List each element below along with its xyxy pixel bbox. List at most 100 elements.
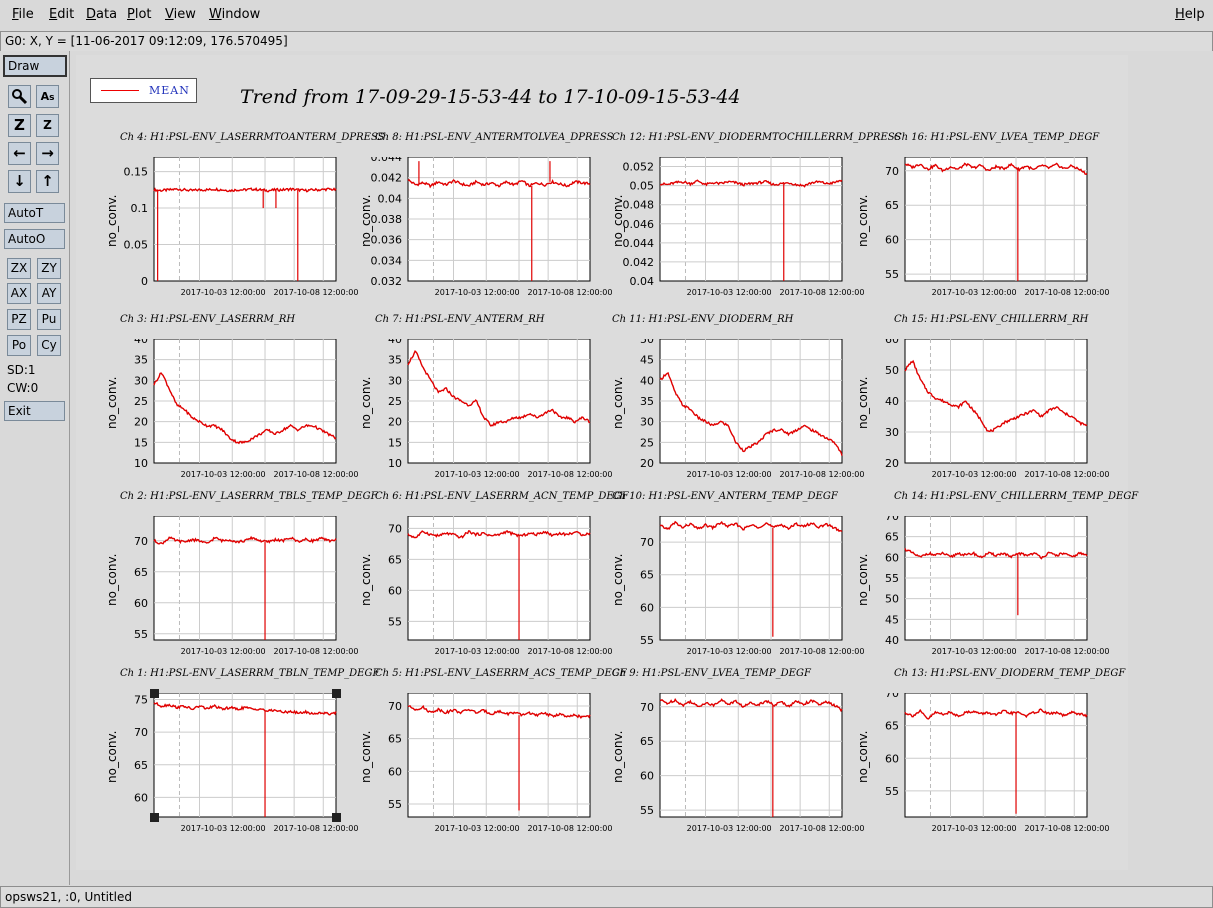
x-tick-label: 2017-10-08 12:00:00 bbox=[1024, 824, 1109, 833]
plot-title: Ch 4: H1:PSL-ENV_LASERRMTOANTERM_DPRESS bbox=[120, 132, 385, 143]
plot-title: Ch 2: H1:PSL-ENV_LASERRM_TBLS_TEMP_DEGF bbox=[120, 491, 378, 502]
selection-handle[interactable] bbox=[150, 689, 159, 698]
trend-plot[interactable]: 10 15 20 25 30 35 40 2017-10-03 12:00:00 2017-10… bbox=[370, 339, 622, 485]
x-tick-label: 2017-10-08 12:00:00 bbox=[527, 824, 612, 833]
autot-button[interactable]: AutoT bbox=[4, 203, 65, 223]
trend-plot[interactable]: 60 65 70 75 2017-10-03 12:00:00 2017-10-08 12… bbox=[116, 693, 368, 839]
trend-plot[interactable]: 20 25 30 35 40 45 50 2017-10-03 12:00:00 2017-10… bbox=[622, 339, 874, 485]
zoom-z-large-icon[interactable]: Z bbox=[8, 114, 31, 137]
y-tick-label: 25 bbox=[640, 436, 654, 449]
po-button[interactable]: Po bbox=[7, 335, 31, 356]
x-tick-label: 2017-10-03 12:00:00 bbox=[932, 288, 1017, 297]
y-tick-label: 35 bbox=[388, 354, 402, 367]
series-line-mean bbox=[407, 350, 591, 427]
pz-button[interactable]: PZ bbox=[7, 309, 31, 330]
plot-title: Ch 6: H1:PSL-ENV_LASERRM_ACN_TEMP_DEGF bbox=[375, 491, 629, 502]
magnifier-icon[interactable] bbox=[8, 85, 31, 108]
trend-plot[interactable]: 55 60 65 70 2017-10-03 12:00:00 2017-10-08 12… bbox=[370, 516, 622, 662]
y-tick-label: 55 bbox=[885, 785, 899, 798]
trend-plot[interactable]: 55 60 65 70 2017-10-03 12:00:00 2017-10-08 12… bbox=[116, 516, 368, 662]
pu-button[interactable]: Pu bbox=[37, 309, 61, 330]
trend-plot[interactable]: 20 30 40 50 60 2017-10-03 12:00:00 2017-10-08 … bbox=[867, 339, 1119, 485]
y-tick-label: 0.038 bbox=[371, 213, 403, 226]
coordinate-readout-bar: G0: X, Y = [11-06-2017 09:12:09, 176.570… bbox=[0, 31, 1213, 52]
autoo-button[interactable]: AutoO bbox=[4, 229, 65, 249]
y-tick-label: 45 bbox=[640, 354, 654, 367]
x-tick-label: 2017-10-03 12:00:00 bbox=[181, 647, 266, 656]
selection-handle[interactable] bbox=[150, 813, 159, 822]
x-tick-label: 2017-10-08 12:00:00 bbox=[1024, 470, 1109, 479]
y-tick-label: 65 bbox=[885, 720, 899, 733]
plot-title: Ch 7: H1:PSL-ENV_ANTERM_RH bbox=[375, 314, 545, 325]
y-tick-label: 70 bbox=[134, 535, 148, 548]
trend-plot[interactable]: 55 60 65 70 2017-10-03 12:00:00 2017-10-08 12… bbox=[622, 693, 874, 839]
series-line-mean bbox=[660, 179, 843, 188]
trend-plot[interactable]: 40 45 50 55 60 65 70 2017-10-03 12:00:00 2017-10… bbox=[867, 516, 1119, 662]
series-line-mean bbox=[659, 697, 843, 713]
zx-button[interactable]: ZX bbox=[7, 258, 31, 279]
trend-plot[interactable]: 0.032 0.034 0.036 0.038 0.04 0.042 0.044 2017-1… bbox=[370, 157, 622, 303]
plot-title: Ch 12: H1:PSL-ENV_DIODERMTOCHILLERRM_DPR… bbox=[612, 132, 902, 143]
menu-window[interactable]: Window bbox=[209, 7, 261, 22]
draw-button[interactable]: Draw bbox=[3, 55, 67, 77]
trend-plot[interactable]: 0.04 0.042 0.044 0.046 0.048 0.05 0.052 2017-10… bbox=[622, 157, 874, 303]
x-tick-label: 2017-10-03 12:00:00 bbox=[932, 470, 1017, 479]
trend-plot[interactable]: 10 15 20 25 30 35 40 2017-10-03 12:00:00 2017-10… bbox=[116, 339, 368, 485]
y-tick-label: 35 bbox=[134, 354, 148, 367]
y-tick-label: 70 bbox=[388, 700, 402, 713]
series-line-mean bbox=[659, 520, 843, 533]
y-tick-label: 65 bbox=[885, 531, 899, 544]
selection-handle[interactable] bbox=[332, 689, 341, 698]
arrow-right-icon[interactable]: → bbox=[36, 142, 59, 165]
menu-data[interactable]: Data bbox=[86, 7, 118, 22]
y-tick-label: 25 bbox=[388, 395, 402, 408]
menu-file[interactable]: File bbox=[12, 7, 34, 22]
menu-view[interactable]: View bbox=[165, 7, 196, 22]
y-tick-label: 0.1 bbox=[131, 202, 149, 215]
trend-plot[interactable]: 55 60 65 70 2017-10-03 12:00:00 2017-10-08 12… bbox=[370, 693, 622, 839]
y-tick-label: 70 bbox=[134, 726, 148, 739]
arrow-up-icon[interactable]: ↑ bbox=[36, 170, 59, 193]
plot-title: Ch 15: H1:PSL-ENV_CHILLERRM_RH bbox=[894, 314, 1089, 325]
x-tick-label: 2017-10-08 12:00:00 bbox=[779, 470, 864, 479]
trend-plot[interactable]: 0 0.05 0.1 0.15 2017-10-03 12:00:00 2017-10-0… bbox=[116, 157, 368, 303]
plot-title: Ch 9: H1:PSL-ENV_LVEA_TEMP_DEGF bbox=[612, 668, 811, 679]
trend-plot[interactable]: 55 60 65 70 2017-10-03 12:00:00 2017-10-08 12… bbox=[622, 516, 874, 662]
y-tick-label: 60 bbox=[885, 234, 899, 247]
ay-button[interactable]: AY bbox=[37, 283, 61, 304]
x-tick-label: 2017-10-03 12:00:00 bbox=[181, 824, 266, 833]
menu-edit[interactable]: Edit bbox=[49, 7, 75, 22]
tool-panel: Draw As Z Z ← → ↓ ↑ AutoT AutoO ZX ZY AX… bbox=[0, 51, 71, 885]
y-tick-label: 0.04 bbox=[378, 192, 403, 205]
status-text: opsws21, :0, Untitled bbox=[5, 890, 132, 904]
text-size-icon[interactable]: As bbox=[36, 85, 59, 108]
cy-button[interactable]: Cy bbox=[37, 335, 61, 356]
exit-button[interactable]: Exit bbox=[4, 401, 65, 421]
trend-plot[interactable]: 55 60 65 70 2017-10-03 12:00:00 2017-10-08 12… bbox=[867, 693, 1119, 839]
legend-swatch bbox=[101, 90, 139, 91]
menu-help[interactable]: Help bbox=[1175, 7, 1205, 22]
plot-frame bbox=[659, 516, 843, 641]
selection-handle[interactable] bbox=[332, 813, 341, 822]
arrow-left-icon[interactable]: ← bbox=[8, 142, 31, 165]
y-tick-label: 55 bbox=[885, 268, 899, 281]
series-line-mean bbox=[407, 178, 591, 189]
zoom-z-small-icon[interactable]: Z bbox=[36, 114, 59, 137]
trend-plot[interactable]: 55 60 65 70 2017-10-03 12:00:00 2017-10-08 12… bbox=[867, 157, 1119, 303]
x-tick-label: 2017-10-03 12:00:00 bbox=[435, 647, 520, 656]
arrow-down-icon[interactable]: ↓ bbox=[8, 170, 31, 193]
sd-label: SD:1 bbox=[7, 363, 36, 377]
series-line-mean bbox=[905, 162, 1088, 175]
y-tick-label: 60 bbox=[885, 339, 899, 346]
y-tick-label: 65 bbox=[640, 735, 654, 748]
y-tick-label: 70 bbox=[640, 701, 654, 714]
x-tick-label: 2017-10-03 12:00:00 bbox=[181, 470, 266, 479]
y-tick-label: 0.05 bbox=[124, 239, 149, 252]
y-tick-label: 15 bbox=[388, 436, 402, 449]
zy-button[interactable]: ZY bbox=[37, 258, 61, 279]
y-tick-label: 30 bbox=[640, 416, 654, 429]
y-tick-label: 65 bbox=[388, 553, 402, 566]
ax-button[interactable]: AX bbox=[7, 283, 31, 304]
y-tick-label: 40 bbox=[885, 395, 899, 408]
menu-plot[interactable]: Plot bbox=[127, 7, 152, 22]
